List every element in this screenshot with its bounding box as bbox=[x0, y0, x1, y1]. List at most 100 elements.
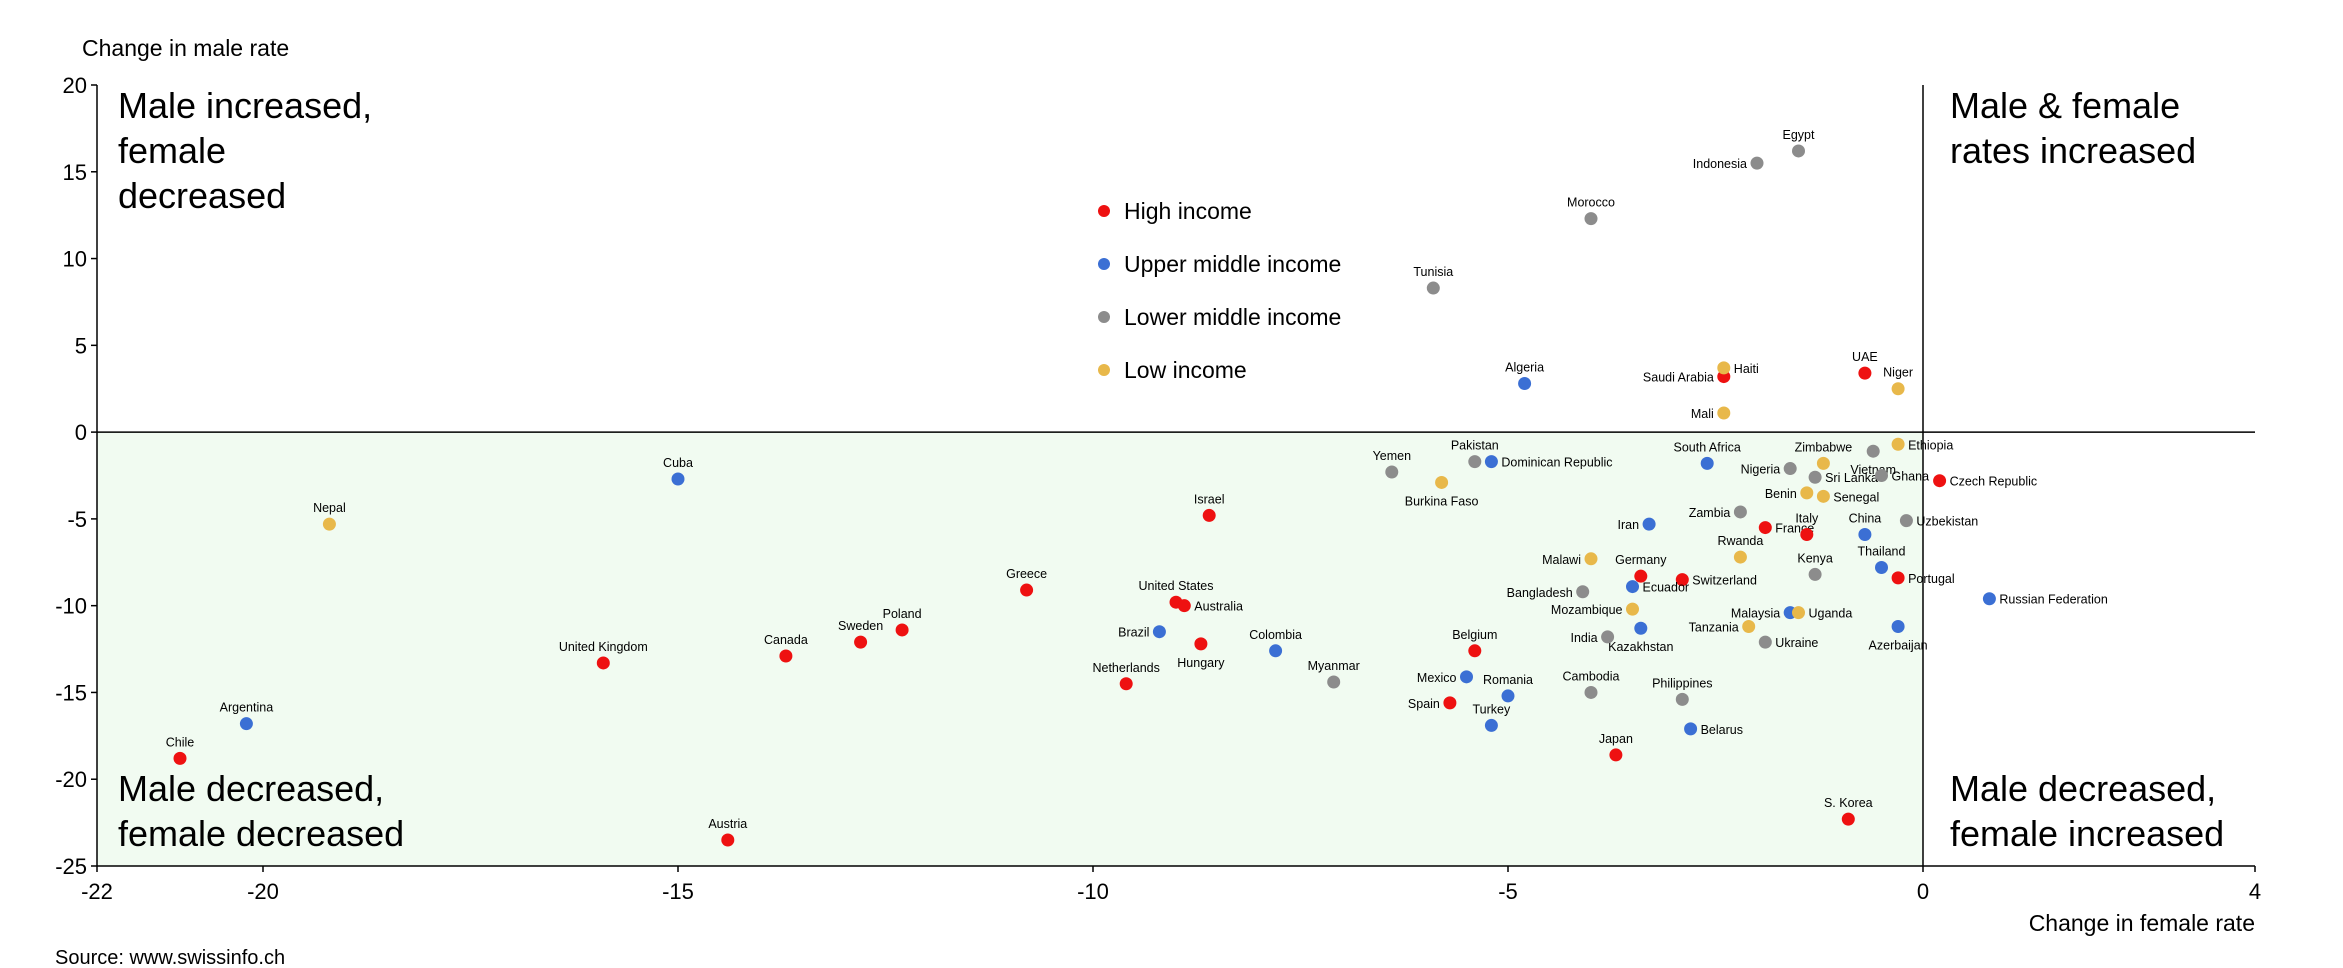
point-label-russian-federation: Russian Federation bbox=[1999, 593, 2107, 607]
point-netherlands bbox=[1119, 677, 1133, 691]
point-zambia bbox=[1733, 505, 1747, 519]
point-ecuador bbox=[1626, 580, 1639, 594]
point-zimbabwe bbox=[1816, 456, 1830, 470]
point-label-mexico: Mexico bbox=[1417, 671, 1457, 685]
point-sweden bbox=[854, 635, 868, 649]
legend-label: Low income bbox=[1124, 357, 1247, 383]
point-cuba bbox=[671, 472, 685, 486]
legend-marker bbox=[1098, 258, 1110, 270]
point-israel bbox=[1202, 508, 1216, 522]
point-label-tanzania: Tanzania bbox=[1689, 620, 1739, 634]
point-label-iran: Iran bbox=[1618, 518, 1640, 532]
x-tick-label: 0 bbox=[1917, 879, 1929, 904]
point-poland bbox=[895, 623, 909, 637]
point-label-netherlands: Netherlands bbox=[1092, 661, 1159, 675]
point-label-uzbekistan: Uzbekistan bbox=[1916, 515, 1978, 529]
legend-marker bbox=[1098, 364, 1110, 376]
point-mexico bbox=[1460, 670, 1473, 684]
point-haiti bbox=[1717, 361, 1731, 375]
point-uzbekistan bbox=[1899, 514, 1913, 528]
point-label-argentina: Argentina bbox=[220, 701, 274, 715]
point-philippines bbox=[1675, 692, 1689, 706]
point-label-colombia: Colombia bbox=[1249, 628, 1302, 642]
point-egypt bbox=[1792, 144, 1805, 158]
point-thailand bbox=[1875, 560, 1888, 574]
point-senegal bbox=[1816, 489, 1830, 503]
point-chile bbox=[173, 751, 187, 765]
quadrant-lines bbox=[97, 85, 2255, 866]
point-label-ghana: Ghana bbox=[1892, 470, 1930, 484]
point-ghana bbox=[1875, 469, 1888, 482]
point-kazakhstan bbox=[1634, 621, 1648, 635]
point-label-algeria: Algeria bbox=[1505, 361, 1544, 375]
point-label-tunisia: Tunisia bbox=[1413, 265, 1453, 279]
axes bbox=[91, 84, 2256, 872]
point-mali bbox=[1717, 406, 1731, 420]
point-label-senegal: Senegal bbox=[1833, 490, 1879, 504]
point-label-spain: Spain bbox=[1408, 697, 1440, 711]
point-south-africa bbox=[1700, 456, 1714, 470]
tick-labels: -25 -20 -15 -10 -5 0 5 10 15 20 -22 -20 -15 -10 -5 0 4 bbox=[55, 73, 2261, 904]
x-tick-label: -5 bbox=[1498, 879, 1518, 904]
point-iran bbox=[1642, 517, 1656, 531]
point-label-nigeria: Nigeria bbox=[1741, 463, 1781, 477]
point-s-korea bbox=[1841, 812, 1855, 826]
point-label-malawi: Malawi bbox=[1542, 553, 1581, 567]
point-malawi bbox=[1584, 552, 1598, 566]
quadrant-labels: Male increased, female decreased Male & fem… bbox=[118, 85, 2224, 854]
point-label-yemen: Yemen bbox=[1373, 449, 1412, 463]
point-label-thailand: Thailand bbox=[1858, 544, 1906, 558]
point-label-haiti: Haiti bbox=[1734, 362, 1759, 376]
point-label-niger: Niger bbox=[1883, 366, 1913, 380]
point-label-germany: Germany bbox=[1615, 553, 1667, 567]
point-label-belgium: Belgium bbox=[1452, 628, 1497, 642]
point-label-myanmar: Myanmar bbox=[1308, 659, 1360, 673]
y-tick-label: 10 bbox=[63, 247, 87, 272]
point-label-south-africa: South Africa bbox=[1673, 440, 1740, 454]
y-tick-label: -10 bbox=[55, 594, 87, 619]
point-label-philippines: Philippines bbox=[1652, 676, 1712, 690]
point-morocco bbox=[1584, 212, 1598, 226]
y-tick-label: -25 bbox=[55, 854, 87, 879]
point-hungary bbox=[1194, 637, 1208, 651]
point-label-s-korea: S. Korea bbox=[1824, 796, 1873, 810]
point-label-azerbaijan: Azerbaijan bbox=[1869, 638, 1928, 652]
legend-marker bbox=[1098, 311, 1110, 323]
point-label-ukraine: Ukraine bbox=[1775, 636, 1818, 650]
point-azerbaijan bbox=[1891, 619, 1905, 633]
x-tick-label: -20 bbox=[247, 879, 279, 904]
point-czech-republic bbox=[1933, 474, 1947, 488]
point-label-belarus: Belarus bbox=[1701, 723, 1743, 737]
x-axis-title: Change in female rate bbox=[2029, 910, 2255, 936]
point-label-benin: Benin bbox=[1765, 487, 1797, 501]
point-label-nepal: Nepal bbox=[313, 501, 346, 515]
y-tick-label: -15 bbox=[55, 680, 87, 705]
point-tanzania bbox=[1742, 619, 1756, 633]
point-label-rwanda: Rwanda bbox=[1717, 534, 1763, 548]
point-nigeria bbox=[1783, 462, 1797, 476]
point-pakistan bbox=[1468, 455, 1482, 469]
point-yemen bbox=[1385, 465, 1399, 479]
point-benin bbox=[1800, 486, 1814, 500]
point-label-mali: Mali bbox=[1691, 407, 1714, 421]
point-label-egypt: Egypt bbox=[1783, 128, 1815, 142]
point-label-vietnam: Vietnam bbox=[1850, 463, 1896, 477]
legend-marker bbox=[1098, 205, 1110, 217]
point-label-poland: Poland bbox=[883, 607, 922, 621]
point-label-saudi-arabia: Saudi Arabia bbox=[1643, 371, 1714, 385]
point-label-italy: Italy bbox=[1795, 512, 1819, 526]
quadrant-label-top-right: Male & female rates increased bbox=[1950, 85, 2196, 171]
point-austria bbox=[721, 833, 735, 847]
series-upper-middle-income: Argentina Cuba Brazil Colombia Mexico Romania… bbox=[220, 361, 2108, 737]
point-label-austria: Austria bbox=[708, 817, 747, 831]
point-label-greece: Greece bbox=[1006, 567, 1047, 581]
point-label-australia: Australia bbox=[1194, 600, 1243, 614]
point-burkina-faso bbox=[1435, 475, 1449, 489]
point-label-turkey: Turkey bbox=[1473, 702, 1511, 716]
point-label-ethiopia: Ethiopia bbox=[1908, 438, 1953, 452]
y-tick-label: 5 bbox=[75, 333, 87, 358]
point-mozambique bbox=[1626, 602, 1639, 616]
point-united-kingdom bbox=[596, 656, 610, 670]
